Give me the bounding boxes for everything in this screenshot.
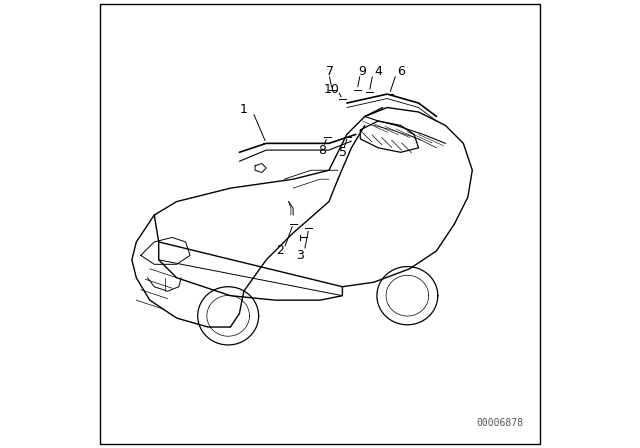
Text: 2: 2 [276, 244, 284, 258]
Text: 6: 6 [397, 65, 406, 78]
Text: 7: 7 [326, 65, 334, 78]
Text: 00006878: 00006878 [477, 418, 524, 428]
Text: 10: 10 [323, 83, 339, 96]
Text: 1: 1 [240, 103, 248, 116]
Text: 8: 8 [318, 143, 326, 157]
Text: 3: 3 [296, 249, 304, 262]
Text: 9: 9 [358, 65, 366, 78]
Text: 5: 5 [339, 146, 348, 159]
Text: 4: 4 [374, 65, 382, 78]
